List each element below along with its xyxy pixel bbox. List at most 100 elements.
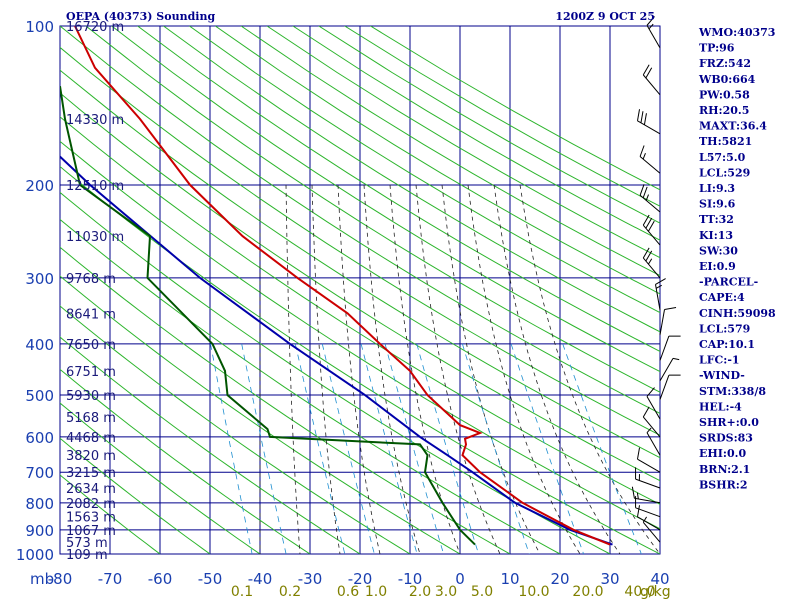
pressure-label: 400 (25, 336, 54, 354)
mixing-ratio-line (360, 343, 418, 554)
temperature-tick-label: -60 (148, 570, 173, 588)
index-entry: TH:5821 (699, 135, 752, 148)
dry-adiabat-line (85, 26, 660, 393)
index-entry: LCL:529 (699, 166, 750, 179)
mixing-ratio-line (294, 343, 346, 554)
dry-adiabat-line (111, 26, 660, 373)
dry-adiabat-line (60, 275, 461, 554)
index-entry: TP:96 (699, 42, 735, 55)
mixing-ratio-label: 5.0 (471, 584, 493, 600)
wind-barb (646, 387, 661, 420)
wind-barb (639, 184, 661, 213)
index-entry: TT:32 (699, 213, 734, 226)
height-label: 109 m (66, 548, 108, 563)
height-label: 5930 m (66, 389, 116, 404)
index-entry: LFC:-1 (699, 354, 740, 367)
wind-barb (635, 496, 661, 518)
wind-barb (642, 64, 661, 96)
wind-barb (636, 109, 661, 135)
index-entry: HEL:-4 (699, 400, 742, 413)
mixing-ratio-label: 1.0 (365, 584, 387, 600)
wind-barb (636, 447, 661, 473)
mixing-ratio-line (384, 343, 444, 554)
moist-adiabat-line (337, 184, 381, 554)
dry-adiabat-line (215, 26, 660, 295)
index-entry: WB0:664 (698, 73, 756, 86)
moist-adiabat-line (311, 184, 341, 554)
index-entry: RH:20.5 (699, 104, 749, 117)
index-entry: CAP:10.1 (699, 338, 755, 351)
dry-adiabat-line (137, 26, 660, 352)
index-entry: SI:9.6 (699, 198, 736, 211)
dry-adiabat-line (60, 218, 561, 554)
height-label: 1067 m (66, 524, 116, 539)
wind-barbs (631, 16, 681, 543)
wind-barb (635, 467, 661, 489)
pressure-label: 300 (25, 270, 54, 288)
dry-adiabats (60, 26, 660, 554)
temperature-tick-label: -10 (398, 570, 423, 588)
dry-adiabat-line (60, 402, 261, 554)
wind-barb (639, 145, 661, 174)
wind-barb (636, 505, 661, 531)
height-label: 7650 m (66, 338, 116, 353)
wind-barb (642, 247, 661, 279)
dry-adiabat-line (60, 26, 660, 414)
pressure-label: 600 (25, 429, 54, 447)
height-label: 2082 m (66, 497, 116, 512)
temperature-tick-label: 0 (455, 570, 465, 588)
temperature-tick-label: 40 (650, 570, 669, 588)
dry-adiabat-line (60, 305, 411, 554)
mixing-ratio-line (321, 343, 375, 554)
temperature-tick-label: 20 (550, 570, 569, 588)
index-entry: WMO:40373 (698, 26, 775, 39)
wind-barb (659, 335, 681, 361)
dry-adiabat-line (163, 26, 660, 333)
pressure-label: 800 (25, 495, 54, 513)
dry-adiabat-line (60, 46, 660, 436)
pressure-label: 200 (25, 177, 54, 195)
height-label: 3215 m (66, 466, 116, 481)
pressure-label: 500 (25, 387, 54, 405)
parcel-trace (60, 155, 613, 546)
dry-adiabat-line (60, 368, 311, 554)
dry-adiabat-line (60, 336, 361, 554)
height-label: 16720 m (66, 20, 124, 35)
temperature-tick-label: -70 (98, 570, 123, 588)
chart-time: 1200Z 9 OCT 25 (555, 10, 655, 23)
mixing-ratio-lines (210, 343, 642, 554)
index-entry: MAXT:36.4 (699, 120, 767, 133)
moist-adiabat-line (441, 184, 541, 554)
height-label: 8641 m (66, 307, 116, 322)
index-entry: BRN:2.1 (699, 463, 750, 476)
temperature-tick-label: 30 (600, 570, 619, 588)
index-entry: SW:30 (699, 244, 738, 257)
mixing-ratio-label: 0.2 (279, 584, 301, 600)
height-label: 1563 m (66, 511, 116, 526)
index-entry: EI:0.9 (699, 260, 736, 273)
dewpoint-profile (60, 86, 476, 546)
mixing-ratio-line (210, 343, 253, 554)
moist-adiabat-line (467, 184, 581, 554)
index-entry: SHR+:0.0 (699, 416, 759, 429)
wind-barb (642, 516, 661, 543)
index-entry: LI:9.3 (699, 182, 735, 195)
mixing-ratio-line (562, 343, 642, 554)
pressure-label: 100 (25, 18, 54, 36)
height-label: 2634 m (66, 482, 116, 497)
mixing-ratio-label: 2.0 (409, 584, 431, 600)
temperature-tick-label: -20 (348, 570, 373, 588)
index-entry: PW:0.58 (699, 88, 750, 101)
dry-adiabat-line (60, 474, 161, 554)
index-entry: STM:338/8 (699, 385, 766, 398)
temperature-axis-labels: -80 -70 -60 -50 -40 -30 -20 -10 0 10 20 30 40 (48, 570, 670, 588)
index-entry: EHI:0.0 (699, 447, 746, 460)
mixing-ratio-line (462, 343, 530, 554)
dry-adiabat-line (60, 165, 660, 554)
index-entry: -PARCEL- (699, 276, 758, 289)
temperature-tick-label: -30 (298, 570, 323, 588)
index-entry: -WIND- (699, 369, 745, 382)
height-label: 573 m (66, 536, 108, 551)
wind-barb (646, 427, 661, 456)
moist-adiabat-line (493, 184, 621, 554)
